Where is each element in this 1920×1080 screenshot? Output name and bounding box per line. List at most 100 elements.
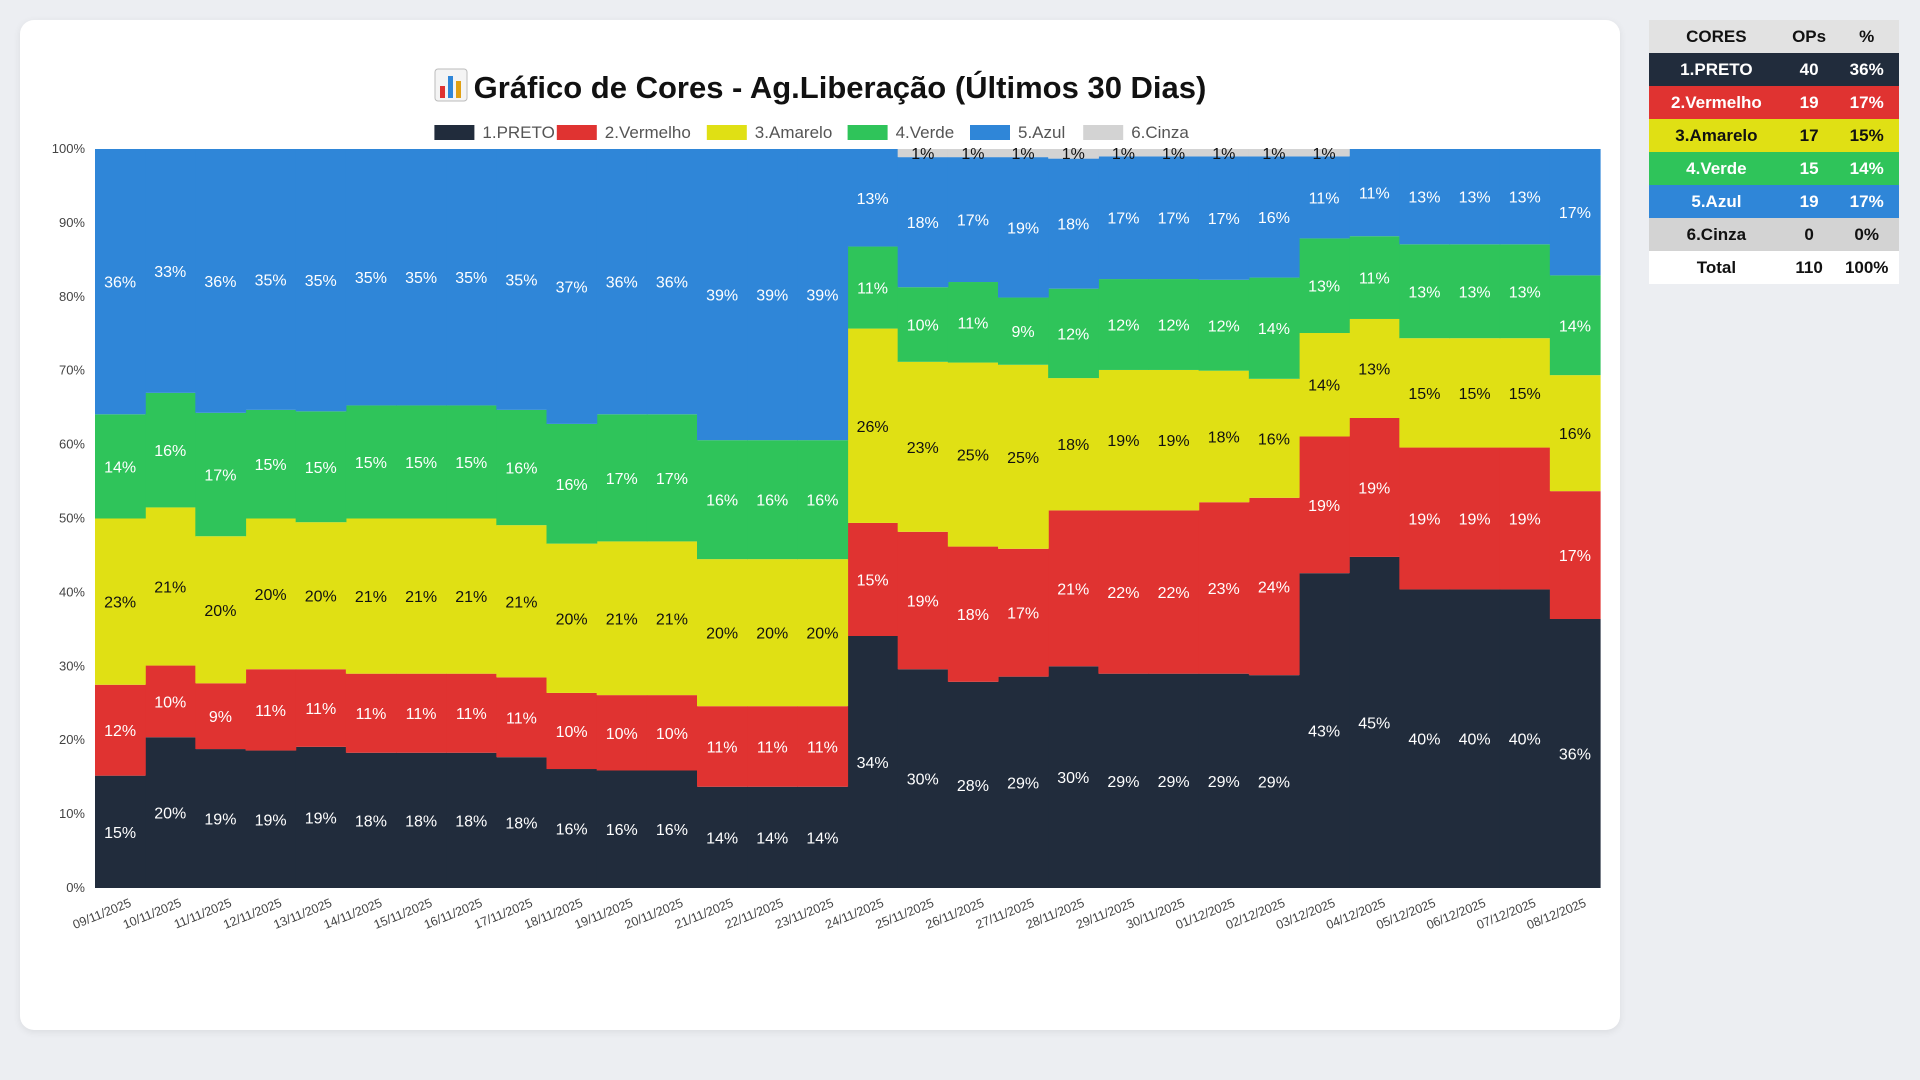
data-label: 29% [1208,774,1240,791]
summary-total-row: Total 110 100% [1649,251,1899,284]
bar-segment [1499,589,1551,888]
bar-segment [1098,279,1150,370]
data-label: 29% [1007,775,1039,792]
data-label: 1% [961,146,984,163]
bar-segment [847,246,899,329]
bar-segment [1449,589,1501,888]
data-label: 15% [857,572,889,589]
summary-header-row: CORES OPs % [1649,20,1899,53]
bar-segment [95,775,146,888]
data-label: 17% [1559,205,1591,222]
data-label: 16% [505,461,537,478]
bar-segment [1248,497,1300,676]
bar-segment [396,149,447,406]
legend-item: 1.PRETO [434,123,555,142]
bar-segment [95,684,146,776]
bar-segment [1449,244,1501,339]
data-label: 17% [1107,211,1139,228]
bar-segment [847,328,899,523]
y-tick-label: 20% [59,732,85,747]
summary-cell-name: 4.Verde [1686,158,1747,178]
legend-swatch [847,125,888,140]
bar-segment [446,405,497,519]
data-label: 14% [1559,318,1591,335]
data-label: 26% [857,419,889,436]
data-label: 34% [857,755,889,772]
data-label: 10% [606,726,638,743]
data-label: 16% [606,822,638,839]
data-label: 37% [556,279,588,296]
data-label: 11% [757,739,788,756]
bar-segment [1549,491,1601,620]
data-label: 14% [706,830,738,847]
data-label: 11% [1309,190,1340,207]
data-label: 13% [1408,284,1440,301]
data-label: 21% [154,579,186,596]
data-label: 15% [1408,386,1440,403]
data-label: 17% [1007,606,1039,623]
y-tick-label: 70% [59,363,85,378]
bar-segment [1098,149,1150,157]
bar-segment [1549,375,1601,492]
bar-segment [897,287,949,362]
bar-segment [245,750,297,888]
data-label: 18% [1057,437,1089,454]
bar-segment [1299,156,1350,239]
summary-row: 6.Cinza 0 0% [1649,218,1899,251]
summary-cell-ops: 19 [1799,92,1819,112]
legend-swatch [970,125,1010,140]
bar-segment [998,676,1049,888]
bar-segment [496,525,548,678]
data-label: 1% [911,146,934,163]
y-tick-label: 50% [59,511,85,526]
bar-segment [646,149,698,415]
bar-segment [245,518,297,670]
bar-segment [847,522,899,637]
bar-segment [396,518,447,674]
bar-segment [1248,149,1300,157]
summary-cell-name: 2.Vermelho [1671,92,1762,112]
data-label: 30% [1057,770,1089,787]
bar-segment [396,752,447,888]
data-label: 11% [255,703,286,720]
data-label: 16% [706,493,738,510]
data-label: 17% [1208,211,1240,228]
data-label: 20% [305,589,337,606]
bar-segment [797,149,849,441]
data-label: 17% [1158,211,1190,228]
bar-segment [546,769,598,888]
data-label: 15% [355,455,387,472]
bar-segment [1048,288,1099,379]
bar-segment [1248,156,1300,278]
series-vermelho [95,417,1601,787]
summary-header-cores: CORES [1649,20,1784,53]
y-tick-label: 30% [59,658,85,673]
bar-segment [345,752,397,888]
bar-segment [1299,149,1350,157]
bar-segment [446,673,497,753]
data-label: 43% [1308,724,1340,741]
bar-segment [496,149,548,410]
x-tick-label: 10/11/2025 [121,896,183,932]
legend-item: 4.Verde [847,123,954,142]
data-label: 10% [154,694,186,711]
summary-cell-pct: 15% [1849,125,1884,145]
summary-total-ops: 110 [1795,257,1823,277]
data-label: 19% [1358,480,1390,497]
bar-segment [697,559,748,707]
data-label: 18% [405,813,437,830]
data-label: 15% [104,825,136,842]
bar-segment [947,681,999,888]
summary-cell-pct: 36% [1849,59,1884,79]
data-label: 39% [756,288,788,305]
data-label: 12% [1158,318,1190,335]
data-label: 1% [1112,146,1135,163]
bar-segment [1449,338,1501,448]
y-tick-label: 60% [59,437,85,452]
legend-item: 3.Amarelo [706,123,832,142]
data-label: 19% [1408,512,1440,529]
data-label: 28% [957,778,989,795]
bar-segment [1248,277,1300,379]
data-label: 19% [1007,220,1039,237]
bar-segment [646,770,698,888]
